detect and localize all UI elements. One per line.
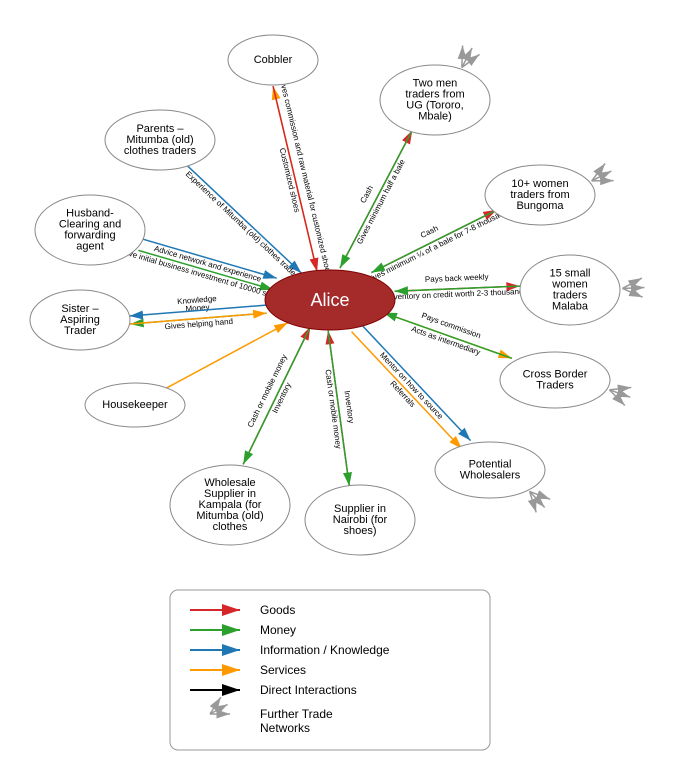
further-arrow bbox=[462, 45, 463, 67]
node-potential: PotentialWholesalers bbox=[435, 442, 550, 512]
further-arrow bbox=[622, 278, 641, 288]
node-label: shoes) bbox=[343, 525, 376, 537]
node-label: agent bbox=[76, 241, 104, 253]
node-label: Trader bbox=[64, 325, 96, 337]
node-husband: Husband-Clearing andforwardingagent bbox=[35, 195, 145, 265]
edge bbox=[138, 250, 273, 289]
node-cross: Cross BorderTraders bbox=[500, 352, 631, 408]
nodes-layer: Cobbler Parents –Mitumba (old)clothes tra… bbox=[30, 35, 644, 555]
legend-further-label: Further Trade bbox=[260, 707, 333, 721]
edge-label: Gives helping hand bbox=[164, 317, 233, 331]
edge bbox=[243, 327, 310, 465]
node-cobbler: Cobbler bbox=[228, 35, 318, 85]
center-label: Alice bbox=[310, 290, 349, 310]
edge-label: Pays back weekly bbox=[425, 272, 489, 284]
node-label: Bungoma bbox=[516, 200, 564, 212]
legend-label: Goods bbox=[260, 603, 295, 617]
legend: Goods Money Information / Knowledge Service… bbox=[170, 590, 490, 750]
node-label: Cobbler bbox=[254, 54, 293, 66]
edge bbox=[371, 210, 496, 273]
node-label: Traders bbox=[536, 380, 574, 392]
center-node: Alice bbox=[265, 270, 395, 330]
legend-label: Money bbox=[260, 623, 296, 637]
edge bbox=[340, 130, 412, 268]
node-label: Wholesalers bbox=[460, 470, 521, 482]
edge bbox=[352, 332, 462, 449]
node-nairobi: Supplier inNairobi (forshoes) bbox=[305, 485, 415, 555]
node-housekeeper: Housekeeper bbox=[85, 383, 185, 427]
legend-further-label: Networks bbox=[260, 721, 310, 735]
legend-label: Direct Interactions bbox=[260, 683, 357, 697]
further-arrow bbox=[622, 288, 644, 289]
edge-label: Mentor on how to source bbox=[378, 351, 445, 422]
legend-label: Information / Knowledge bbox=[260, 643, 390, 657]
node-ug: Two mentraders fromUG (Tororo,Mbale) bbox=[380, 45, 490, 135]
edge-label: Cash bbox=[419, 224, 440, 240]
legend-label: Services bbox=[260, 663, 306, 677]
further-arrow bbox=[609, 387, 631, 389]
edge-label: Knowledge bbox=[177, 294, 218, 306]
node-bungoma: 10+ womentraders fromBungoma bbox=[485, 163, 614, 225]
edge-label: Cash bbox=[359, 184, 376, 205]
node-parents: Parents –Mitumba (old)clothes traders bbox=[105, 110, 215, 170]
further-arrow bbox=[622, 288, 642, 297]
edge-label: Cash or mobile money bbox=[323, 369, 343, 450]
network-diagram: Gives commission and raw material for cu… bbox=[0, 0, 674, 762]
node-label: clothes bbox=[213, 521, 248, 533]
node-label: Mbale) bbox=[418, 111, 452, 123]
node-malaba: 15 smallwomentradersMalaba bbox=[520, 255, 644, 325]
node-label: Housekeeper bbox=[102, 399, 168, 411]
node-sister: Sister –AspiringTrader bbox=[30, 290, 130, 350]
node-label: clothes traders bbox=[124, 145, 197, 157]
node-kampala: WholesaleSupplier inKampala (forMitumba … bbox=[170, 465, 290, 545]
edge-label: Inventory bbox=[342, 390, 355, 424]
node-label: Malaba bbox=[552, 301, 589, 313]
